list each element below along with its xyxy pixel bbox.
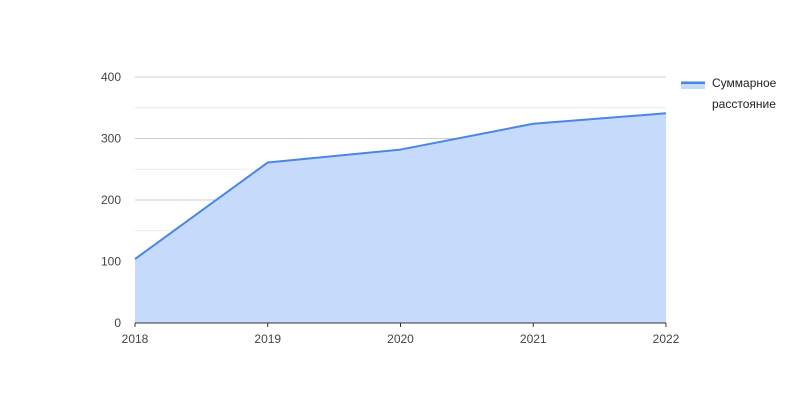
y-tick-label: 300 (101, 132, 121, 146)
x-tick-label: 2019 (254, 332, 281, 346)
legend-label-line-1: Суммарное (712, 76, 777, 90)
y-tick-label: 400 (101, 70, 121, 84)
x-tick-label: 2022 (653, 332, 680, 346)
axes: 0 100 200 300 400 2018 2019 2020 2021 2022 (101, 70, 680, 346)
series-line (134, 112, 667, 260)
legend-label-line-2: расстояние (712, 97, 776, 111)
legend: Суммарное расстояние (681, 76, 777, 111)
y-tick-label: 200 (101, 193, 121, 207)
y-tick-label: 0 (114, 316, 121, 330)
legend-swatch-fill (681, 84, 705, 89)
x-tick-label: 2020 (387, 332, 414, 346)
y-tick-label: 100 (101, 255, 121, 269)
area-series (134, 112, 667, 323)
x-tick-label: 2021 (520, 332, 547, 346)
area-fill (135, 113, 666, 323)
x-tick-label: 2018 (122, 332, 149, 346)
